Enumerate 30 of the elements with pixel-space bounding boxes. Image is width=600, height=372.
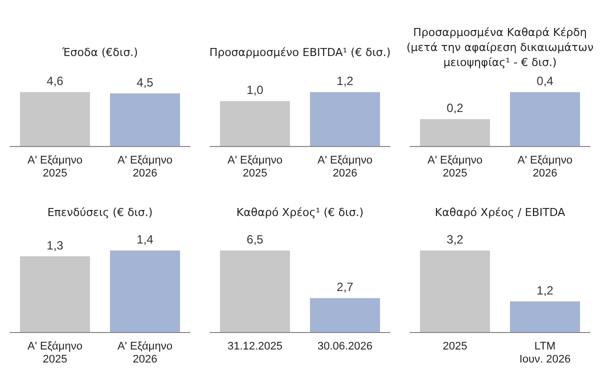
data-label: 1,3 <box>46 238 64 252</box>
data-label: 1,4 <box>136 232 154 246</box>
data-label: 2,7 <box>336 280 354 294</box>
x-tick-label: Α' Εξάμηνο 2026 <box>118 154 172 180</box>
chart-title: Έσοδα (€δισ.) <box>61 46 138 59</box>
x-tick-label: 2025 <box>442 340 468 352</box>
data-label: 0,2 <box>446 101 464 116</box>
x-tick-label: Α' Εξάμηνο 2026 <box>118 340 172 366</box>
x-tick-label: Α' Εξάμηνο 2025 <box>228 154 282 180</box>
x-tick-label: Α' Εξάμηνο 2025 <box>428 154 482 180</box>
x-tick-label: Α' Εξάμηνο 2025 <box>28 340 82 366</box>
data-label: 0,4 <box>536 74 554 88</box>
chart-title: Προσαρμοσμένα Καθαρά Κέρδη (μετά την αφαίρεση δικαιωμάτων μειοψηφίας¹ - € δισ.) <box>406 26 594 69</box>
x-tick-label: Α' Εξάμηνο 2026 <box>518 154 572 180</box>
data-label: 1,2 <box>536 283 554 298</box>
x-tick-label: 30.06.2026 <box>317 340 373 352</box>
data-label: 4,6 <box>46 74 64 88</box>
x-tick-label: 31.12.2025 <box>227 340 283 352</box>
x-tick-label: Α' Εξάμηνο 2026 <box>318 154 372 180</box>
x-tick-label: Α' Εξάμηνο 2025 <box>28 154 82 180</box>
x-tick-label: LTM Ιουν. 2026 <box>519 340 571 366</box>
chart-title: Καθαρό Χρέος¹ (€ δισ.) <box>236 206 364 219</box>
data-label: 3,2 <box>446 232 464 246</box>
data-label: 6,5 <box>246 232 264 246</box>
chart-title: Επενδύσεις (€ δισ.) <box>47 206 153 219</box>
chart-title: Καθαρό Χρέος / EBITDA <box>434 206 566 219</box>
data-label: 1,2 <box>336 74 354 88</box>
chart-title: Προσαρμοσμένο EBITDA¹ (€ δισ.) <box>209 46 391 59</box>
data-label: 1,0 <box>246 83 264 98</box>
data-label: 4,5 <box>136 75 154 90</box>
